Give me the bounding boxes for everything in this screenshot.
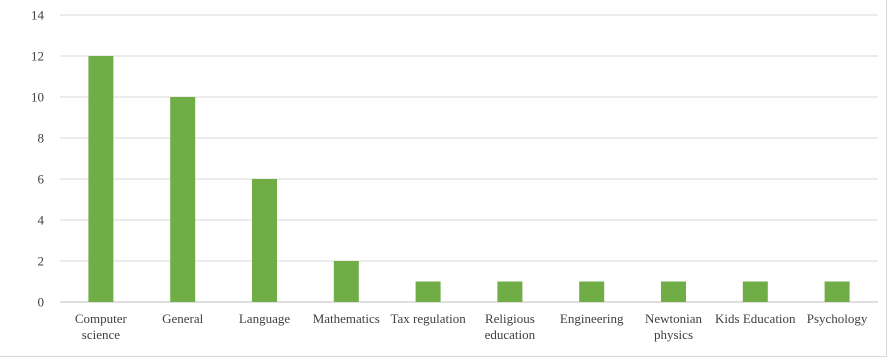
x-tick-label: Psychology: [807, 311, 868, 326]
bar: [579, 281, 605, 302]
bar: [88, 56, 114, 302]
y-tick-label: 8: [38, 131, 45, 146]
y-tick-label: 6: [38, 172, 45, 187]
y-tick-label: 12: [31, 49, 44, 64]
bar: [824, 281, 850, 302]
bar: [170, 97, 196, 302]
bar: [497, 281, 523, 302]
y-tick-label: 14: [31, 8, 45, 23]
x-tick-label: Mathematics: [313, 311, 380, 326]
y-axis: 0 2 4 6 8 10 12 14: [31, 8, 45, 310]
y-tick-label: 4: [38, 213, 45, 228]
x-tick-label: Language: [239, 311, 290, 326]
x-tick-label: Kids Education: [715, 311, 796, 326]
bar: [252, 179, 277, 302]
y-tick-label: 2: [38, 254, 45, 269]
x-tick-label: General: [162, 311, 204, 326]
gridlines: [60, 14, 878, 303]
x-tick-label: Engineering: [560, 311, 624, 326]
y-tick-label: 10: [31, 90, 44, 105]
bar: [742, 281, 768, 302]
bar: [661, 281, 686, 302]
y-tick-label: 0: [38, 295, 45, 310]
x-tick-label: Religious education: [485, 311, 536, 342]
bar: [333, 261, 359, 302]
x-axis: Computer science General Language Mathematic…: [75, 311, 868, 342]
bars: [88, 56, 850, 302]
bar: [415, 281, 441, 302]
x-tick-label: Newtonian physics: [645, 311, 703, 342]
x-tick-label: Computer science: [75, 311, 128, 342]
x-tick-label: Tax regulation: [390, 311, 466, 326]
